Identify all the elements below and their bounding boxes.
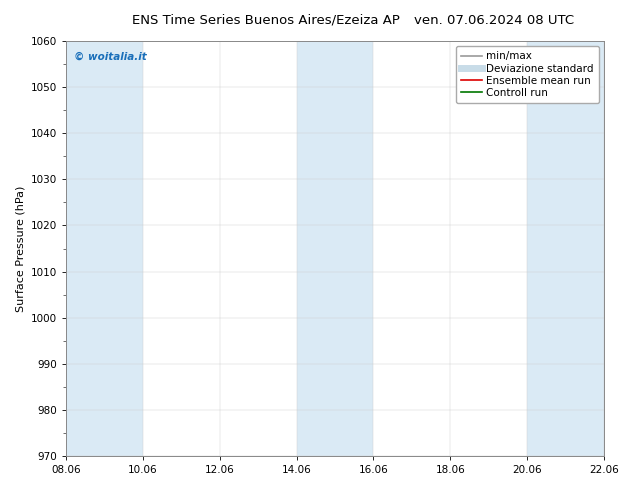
Text: ENS Time Series Buenos Aires/Ezeiza AP: ENS Time Series Buenos Aires/Ezeiza AP	[133, 14, 400, 27]
Legend: min/max, Deviazione standard, Ensemble mean run, Controll run: min/max, Deviazione standard, Ensemble m…	[456, 46, 599, 103]
Bar	[66, 41, 143, 456]
Bar	[527, 41, 604, 456]
Text: ven. 07.06.2024 08 UTC: ven. 07.06.2024 08 UTC	[415, 14, 574, 27]
Y-axis label: Surface Pressure (hPa): Surface Pressure (hPa)	[15, 185, 25, 312]
Bar	[297, 41, 373, 456]
Text: © woitalia.it: © woitalia.it	[74, 51, 146, 61]
